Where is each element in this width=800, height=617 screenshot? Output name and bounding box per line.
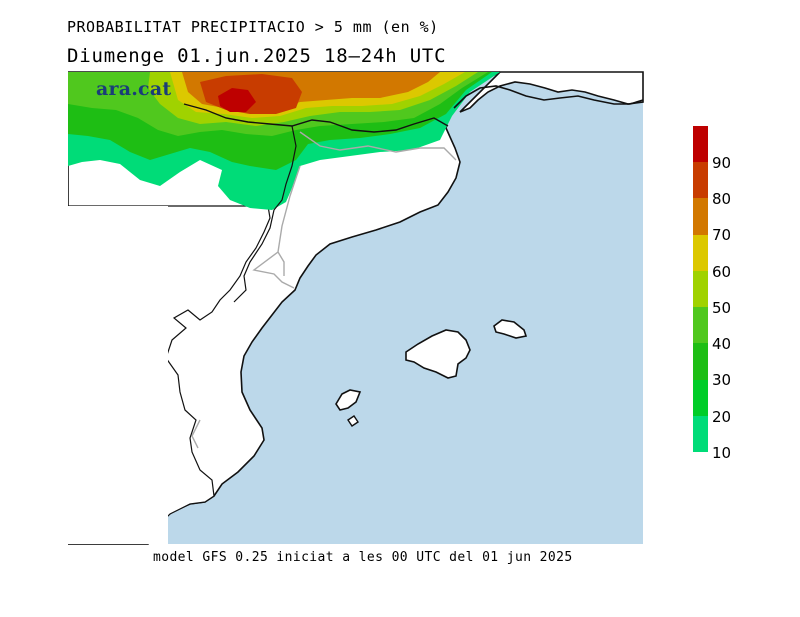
ara-cat-logo: ara.cat (96, 78, 172, 100)
island-formentera (347, 415, 359, 427)
island-ibiza (335, 389, 362, 411)
precip-90 (218, 88, 256, 112)
legend-tick-label: 80 (712, 189, 732, 208)
legend-swatch (693, 379, 708, 416)
legend-tick-label: 20 (712, 407, 732, 426)
legend-swatch (693, 126, 708, 163)
title-variable: PROBABILITAT PRECIPITACIO > 5 mm (en %) (67, 18, 439, 36)
legend-tick-label: 70 (712, 226, 732, 245)
island-mallorca (405, 329, 471, 379)
model-footer: model GFS 0.25 iniciat a les 00 UTC del … (153, 550, 573, 565)
legend-tick-label: 50 (712, 298, 732, 317)
province-borders (191, 131, 457, 449)
legend-swatch (693, 270, 708, 308)
title-date: Diumenge 01.jun.2025 18–24h UTC (67, 45, 447, 67)
legend-swatch (693, 307, 708, 344)
legend-swatch (693, 198, 708, 235)
border-france-spain (183, 103, 449, 133)
legend-swatch (693, 415, 708, 452)
legend-tick-label: 60 (712, 262, 732, 281)
legend-swatch (693, 234, 708, 271)
border-aragon (233, 125, 297, 303)
legend-swatch (693, 162, 708, 199)
legend-swatch (693, 343, 708, 380)
legend-tick-label: 10 (712, 444, 732, 462)
legend-tick-label: 40 (712, 335, 732, 354)
legend-tick-label: 90 (712, 153, 732, 172)
coast-france (453, 85, 644, 109)
island-menorca (493, 319, 528, 339)
legend-tick-label: 30 (712, 371, 732, 390)
